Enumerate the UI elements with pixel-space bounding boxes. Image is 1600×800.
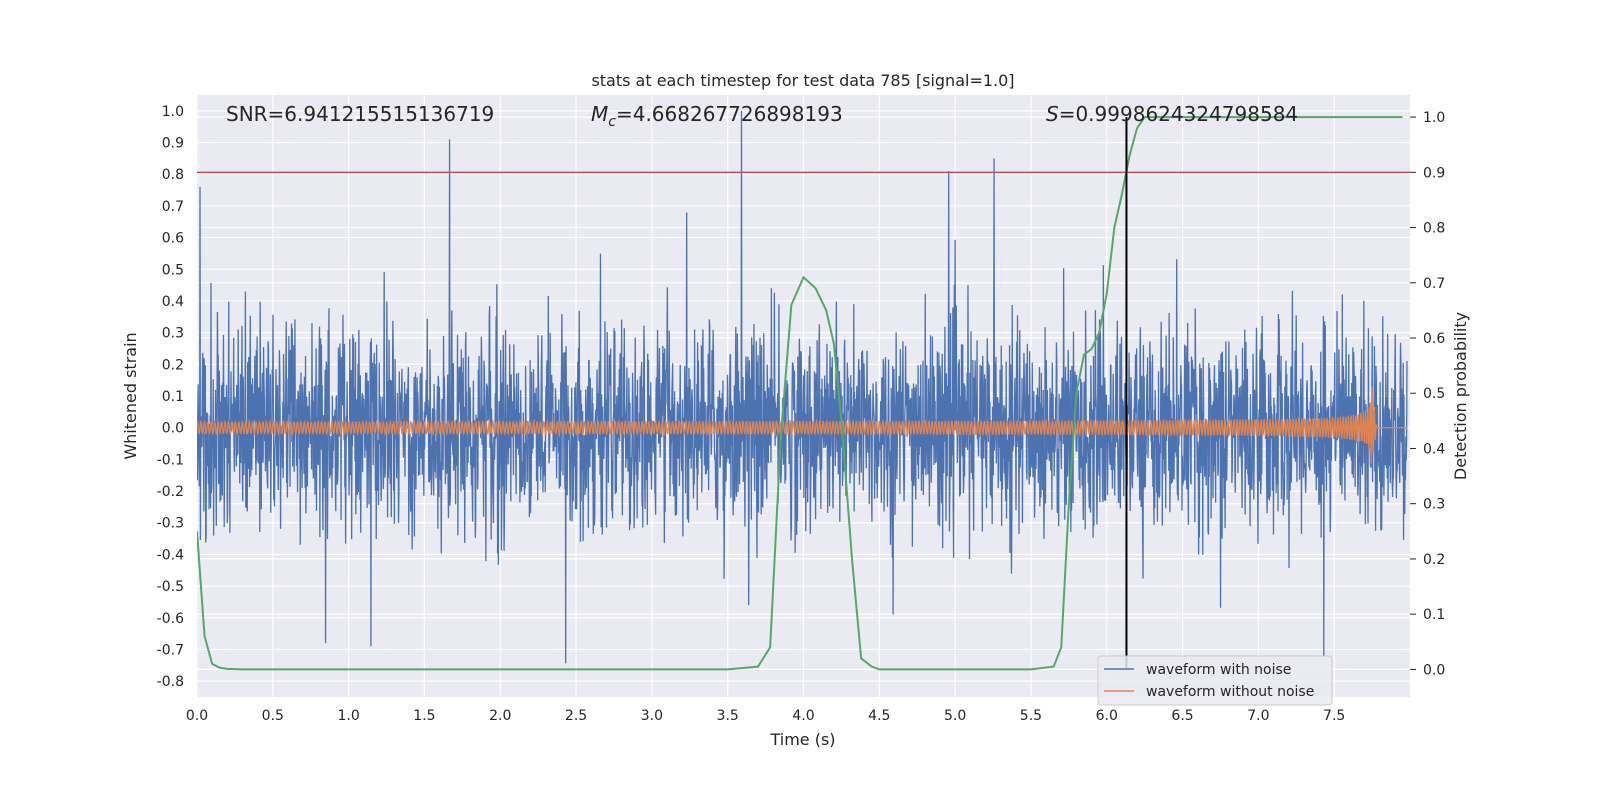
y-left-tick-label: -0.1 xyxy=(157,452,184,468)
x-tick-label: 5.0 xyxy=(944,708,966,724)
y-left-tick-label: -0.2 xyxy=(157,484,184,500)
score-value: =0.9998624324798584 xyxy=(1059,102,1298,126)
y-left-tick-label: 0.5 xyxy=(162,262,184,278)
y-left-tick-label: 0.6 xyxy=(162,231,184,247)
legend-label-clean: waveform without noise xyxy=(1146,684,1314,700)
x-tick-label: 1.0 xyxy=(337,708,359,724)
y-right-tick-label: 0.4 xyxy=(1423,441,1445,457)
x-tick-label: 3.0 xyxy=(641,708,663,724)
y-right-tick-label: 0.8 xyxy=(1423,221,1445,237)
x-tick-label: 0.5 xyxy=(262,708,284,724)
x-tick-label: 3.5 xyxy=(717,708,739,724)
chirp-mass-subscript: c xyxy=(608,114,616,130)
y-axis-label-left: Whitened strain xyxy=(121,332,140,459)
y-left-tick-label: -0.3 xyxy=(157,516,184,532)
score-symbol: S xyxy=(1046,102,1059,126)
x-tick-label: 0.0 xyxy=(186,708,208,724)
y-right-tick-label: 0.6 xyxy=(1423,331,1445,347)
y-right-tick-label: 0.3 xyxy=(1423,497,1445,513)
x-tick-label: 2.0 xyxy=(489,708,511,724)
score-annotation: S=0.9998624324798584 xyxy=(1046,102,1298,126)
x-tick-label: 5.5 xyxy=(1020,708,1042,724)
y-axis-left: -0.8 -0.7 -0.6 -0.5 -0.4 -0.3 -0.2 -0.1 0.0 0.1 0.… xyxy=(157,104,184,690)
chart-title: stats at each timestep for test data 785… xyxy=(591,71,1014,90)
y-right-tick-label: 0.1 xyxy=(1423,607,1445,623)
y-left-tick-label: 0.3 xyxy=(162,326,184,342)
chirp-mass-value: =4.668267726898193 xyxy=(616,102,843,126)
y-left-tick-label: -0.5 xyxy=(157,579,184,595)
x-tick-label: 1.5 xyxy=(413,708,435,724)
y-left-tick-label: 0.1 xyxy=(162,389,184,405)
chirp-mass-annotation: Mc=4.668267726898193 xyxy=(591,102,843,130)
x-tick-label: 4.5 xyxy=(868,708,890,724)
y-axis-right: 0.0 0.1 0.2 0.3 0.4 0.5 0.6 0.7 0.8 0.9 1.0 xyxy=(1410,110,1445,678)
y-left-tick-label: 1.0 xyxy=(162,104,184,120)
x-tick-label: 7.5 xyxy=(1323,708,1345,724)
series-waveform-with-noise xyxy=(197,110,1408,664)
legend-box xyxy=(1097,655,1333,706)
chirp-mass-symbol: M xyxy=(591,102,608,126)
y-left-tick-label: -0.7 xyxy=(157,642,184,658)
y-right-tick-label: 0.5 xyxy=(1423,386,1445,402)
y-left-tick-label: 0.4 xyxy=(162,294,184,310)
y-left-tick-label: 0.8 xyxy=(162,167,184,183)
plot-area xyxy=(197,110,1410,671)
y-left-tick-label: 0.2 xyxy=(162,357,184,373)
series-waveform-without-noise xyxy=(197,387,1407,464)
y-axis-label-right: Detection probability xyxy=(1451,312,1470,480)
legend-label-noise: waveform with noise xyxy=(1146,662,1291,678)
x-tick-label: 7.0 xyxy=(1247,708,1269,724)
x-tick-label: 2.5 xyxy=(565,708,587,724)
y-right-tick-label: 0.0 xyxy=(1423,662,1445,678)
x-tick-label: 6.5 xyxy=(1171,708,1193,724)
y-left-tick-label: 0.7 xyxy=(162,199,184,215)
y-right-tick-label: 0.7 xyxy=(1423,276,1445,292)
x-axis-label: Time (s) xyxy=(769,730,835,749)
y-left-tick-label: 0.0 xyxy=(162,421,184,437)
x-tick-label: 4.0 xyxy=(792,708,814,724)
x-tick-label: 6.0 xyxy=(1096,708,1118,724)
snr-annotation: SNR=6.941215515136719 xyxy=(226,102,494,126)
legend: waveform with noise waveform without noi… xyxy=(1097,655,1333,706)
y-left-tick-label: -0.4 xyxy=(157,547,184,563)
y-right-tick-label: 0.9 xyxy=(1423,165,1445,181)
y-right-tick-label: 1.0 xyxy=(1423,110,1445,126)
y-right-tick-label: 0.2 xyxy=(1423,552,1445,568)
y-left-tick-label: 0.9 xyxy=(162,136,184,152)
y-left-tick-label: -0.6 xyxy=(157,611,184,627)
y-left-tick-label: -0.8 xyxy=(157,674,184,690)
x-axis: 0.0 0.5 1.0 1.5 2.0 2.5 3.0 3.5 4.0 4.5 5.0 5.5 6.0 6… xyxy=(186,708,1345,724)
